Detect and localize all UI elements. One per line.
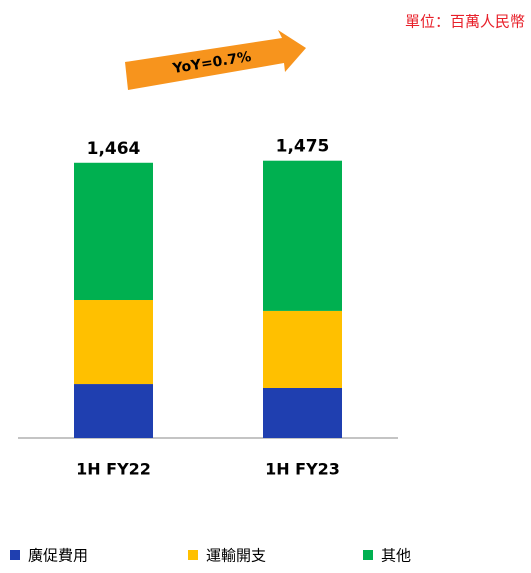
bar-segment — [263, 310, 342, 388]
legend-label: 其他 — [381, 547, 411, 565]
legend-swatch — [363, 550, 373, 560]
bar-segment — [74, 300, 153, 385]
x-tick-label: 1H FY23 — [265, 460, 340, 479]
bar-segment — [263, 387, 342, 438]
legend-swatch — [10, 550, 20, 560]
bar-segment — [74, 162, 153, 301]
x-tick-label: 1H FY22 — [76, 460, 151, 479]
bar-segment — [74, 384, 153, 438]
total-label: 1,475 — [276, 137, 330, 157]
arrow-shape — [125, 30, 306, 90]
legend-label: 廣促費用 — [28, 547, 88, 565]
unit-note: 單位：百萬人民幣 — [405, 13, 525, 31]
legend-label: 運輸開支 — [206, 547, 266, 565]
yoy-arrow: YoY=0.7% — [125, 30, 306, 90]
legend-swatch — [188, 550, 198, 560]
bar-segment — [263, 160, 342, 311]
total-label: 1,464 — [87, 139, 141, 159]
